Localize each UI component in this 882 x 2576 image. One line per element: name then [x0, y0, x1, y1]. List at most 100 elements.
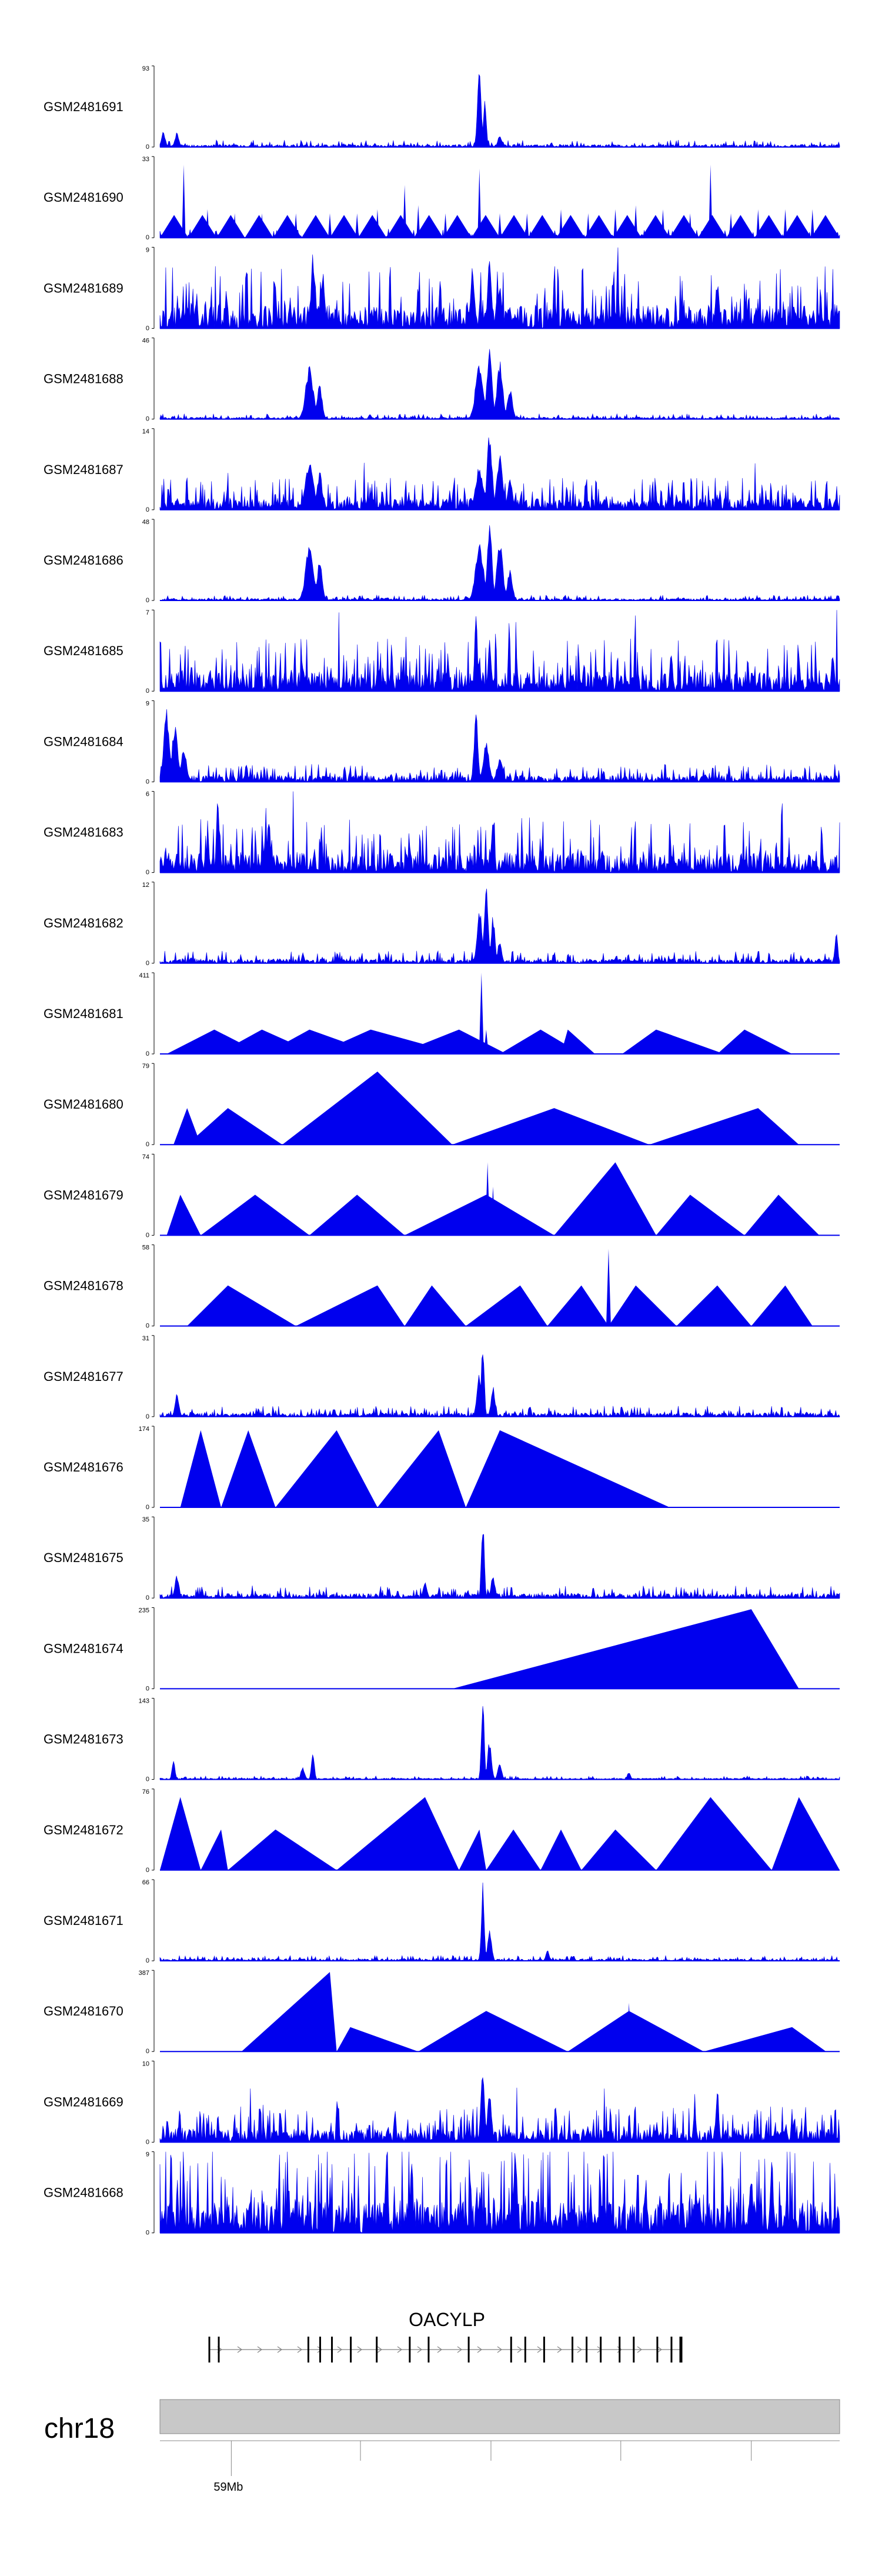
signal-spike [613, 209, 617, 238]
signal-area [641, 215, 670, 238]
signal-area [245, 215, 273, 238]
track-ymin-label: 0 [146, 688, 149, 695]
signal-area [556, 215, 585, 238]
signal-area [471, 215, 500, 238]
track-label: GSM2481691 [44, 99, 123, 114]
track-label: GSM2481682 [44, 916, 123, 930]
signal-triangle [296, 1285, 405, 1326]
track-GSM2481691: GSM2481691 93 0 [44, 65, 840, 151]
track-label: GSM2481672 [44, 1823, 123, 1837]
signal-area [754, 215, 783, 238]
signal-triangle [466, 1430, 670, 1507]
signal-area [330, 215, 359, 238]
strand-arrow-icon [477, 2346, 483, 2353]
track-GSM2481681: GSM2481681 411 0 [44, 972, 840, 1057]
track-ymax-label: 6 [146, 791, 149, 798]
track-ymin-label: 0 [146, 1141, 149, 1148]
chromosome-label: chr18 [44, 2413, 115, 2444]
track-ymin-label: 0 [146, 960, 149, 967]
track-ymin-label: 0 [146, 416, 149, 423]
track-ymax-label: 46 [142, 338, 149, 345]
signal-area [159, 349, 840, 420]
signal-area [500, 215, 529, 238]
signal-area [159, 709, 840, 782]
track-GSM2481671: GSM2481671 66 0 [44, 1879, 840, 1964]
track-GSM2481669: GSM2481669 10 0 [44, 2060, 840, 2145]
track-GSM2481690: GSM2481690 33 0 [44, 156, 840, 241]
track-GSM2481679: GSM2481679 74 0 [44, 1153, 840, 1239]
track-GSM2481682: GSM2481682 12 0 [44, 882, 840, 967]
track-label: GSM2481678 [44, 1279, 123, 1293]
strand-arrow-icon [397, 2346, 403, 2353]
track-ymin-label: 0 [146, 2138, 149, 2145]
signal-tracks: GSM2481691930GSM2481690330GSM248168990GS… [44, 65, 840, 2237]
track-label: GSM2481671 [44, 1913, 123, 1928]
signal-triangle [201, 1194, 310, 1236]
gene-exon [467, 2337, 470, 2363]
gene-exon [633, 2337, 635, 2363]
signal-triangle [567, 2011, 704, 2052]
signal-area [216, 215, 245, 238]
gene-exon [208, 2337, 211, 2363]
track-ymin-label: 0 [146, 1594, 149, 1601]
track-label: GSM2481677 [44, 1369, 123, 1384]
signal-spike [626, 2003, 632, 2052]
signal-spike [606, 1249, 611, 1326]
track-ymax-label: 76 [142, 1788, 149, 1796]
track-GSM2481668: GSM2481668 9 0 [44, 2151, 840, 2237]
signal-area [159, 74, 840, 148]
track-ymin-label: 0 [146, 597, 149, 604]
signal-area [160, 215, 189, 238]
signal-triangle [336, 2027, 419, 2052]
track-ymax-label: 33 [142, 156, 149, 163]
track-GSM2481675: GSM2481675 35 0 [44, 1516, 840, 1601]
track-GSM2481674: GSM2481674 235 0 [44, 1607, 840, 1692]
signal-spike [810, 209, 814, 238]
strand-arrow-icon [457, 2346, 463, 2353]
signal-area [698, 215, 727, 238]
strand-arrow-icon [317, 2346, 323, 2353]
signal-area [159, 525, 840, 601]
track-ymax-label: 14 [142, 428, 149, 435]
signal-triangle [160, 1797, 201, 1870]
signal-triangle [241, 1971, 337, 2052]
track-GSM2481686: GSM2481686 48 0 [44, 519, 840, 604]
signal-triangle [173, 1108, 201, 1145]
signal-spike [182, 165, 186, 238]
track-label: GSM2481681 [44, 1006, 123, 1021]
track-GSM2481688: GSM2481688 46 0 [44, 338, 840, 423]
gene-exon [350, 2337, 352, 2363]
track-ymax-label: 12 [142, 882, 149, 889]
track-ymax-label: 174 [139, 1426, 149, 1433]
signal-triangle [166, 1194, 201, 1236]
gene-exon [619, 2337, 621, 2363]
strand-arrow-icon [517, 2346, 523, 2353]
signal-area [726, 215, 755, 238]
strand-arrow-icon [237, 2346, 243, 2353]
track-ymax-label: 58 [142, 1244, 149, 1252]
signal-spike [477, 168, 482, 238]
track-ymax-label: 79 [142, 1063, 149, 1070]
track-label: GSM2481674 [44, 1641, 123, 1656]
track-ymin-label: 0 [146, 1957, 149, 1964]
signal-triangle [221, 1430, 276, 1507]
signal-spike [375, 209, 379, 238]
track-ymax-label: 411 [139, 972, 149, 979]
signal-triangle [649, 1108, 799, 1145]
signal-triangle [187, 1285, 296, 1326]
signal-triangle [540, 1829, 582, 1870]
gene-annotation-track: OACYLP [208, 2309, 683, 2363]
strand-arrow-icon [337, 2346, 343, 2353]
gene-model [208, 2337, 683, 2363]
track-label: GSM2481680 [44, 1097, 123, 1112]
signal-spike [498, 213, 502, 238]
signal-triangle [405, 1194, 554, 1236]
gene-exon [600, 2337, 602, 2363]
track-ymin-label: 0 [146, 325, 149, 332]
signal-triangle [751, 1285, 813, 1326]
signal-spike [709, 165, 713, 238]
signal-triangle [466, 1285, 547, 1326]
track-ymin-label: 0 [146, 1685, 149, 1692]
signal-spike [756, 209, 760, 238]
signal-area [386, 215, 415, 238]
